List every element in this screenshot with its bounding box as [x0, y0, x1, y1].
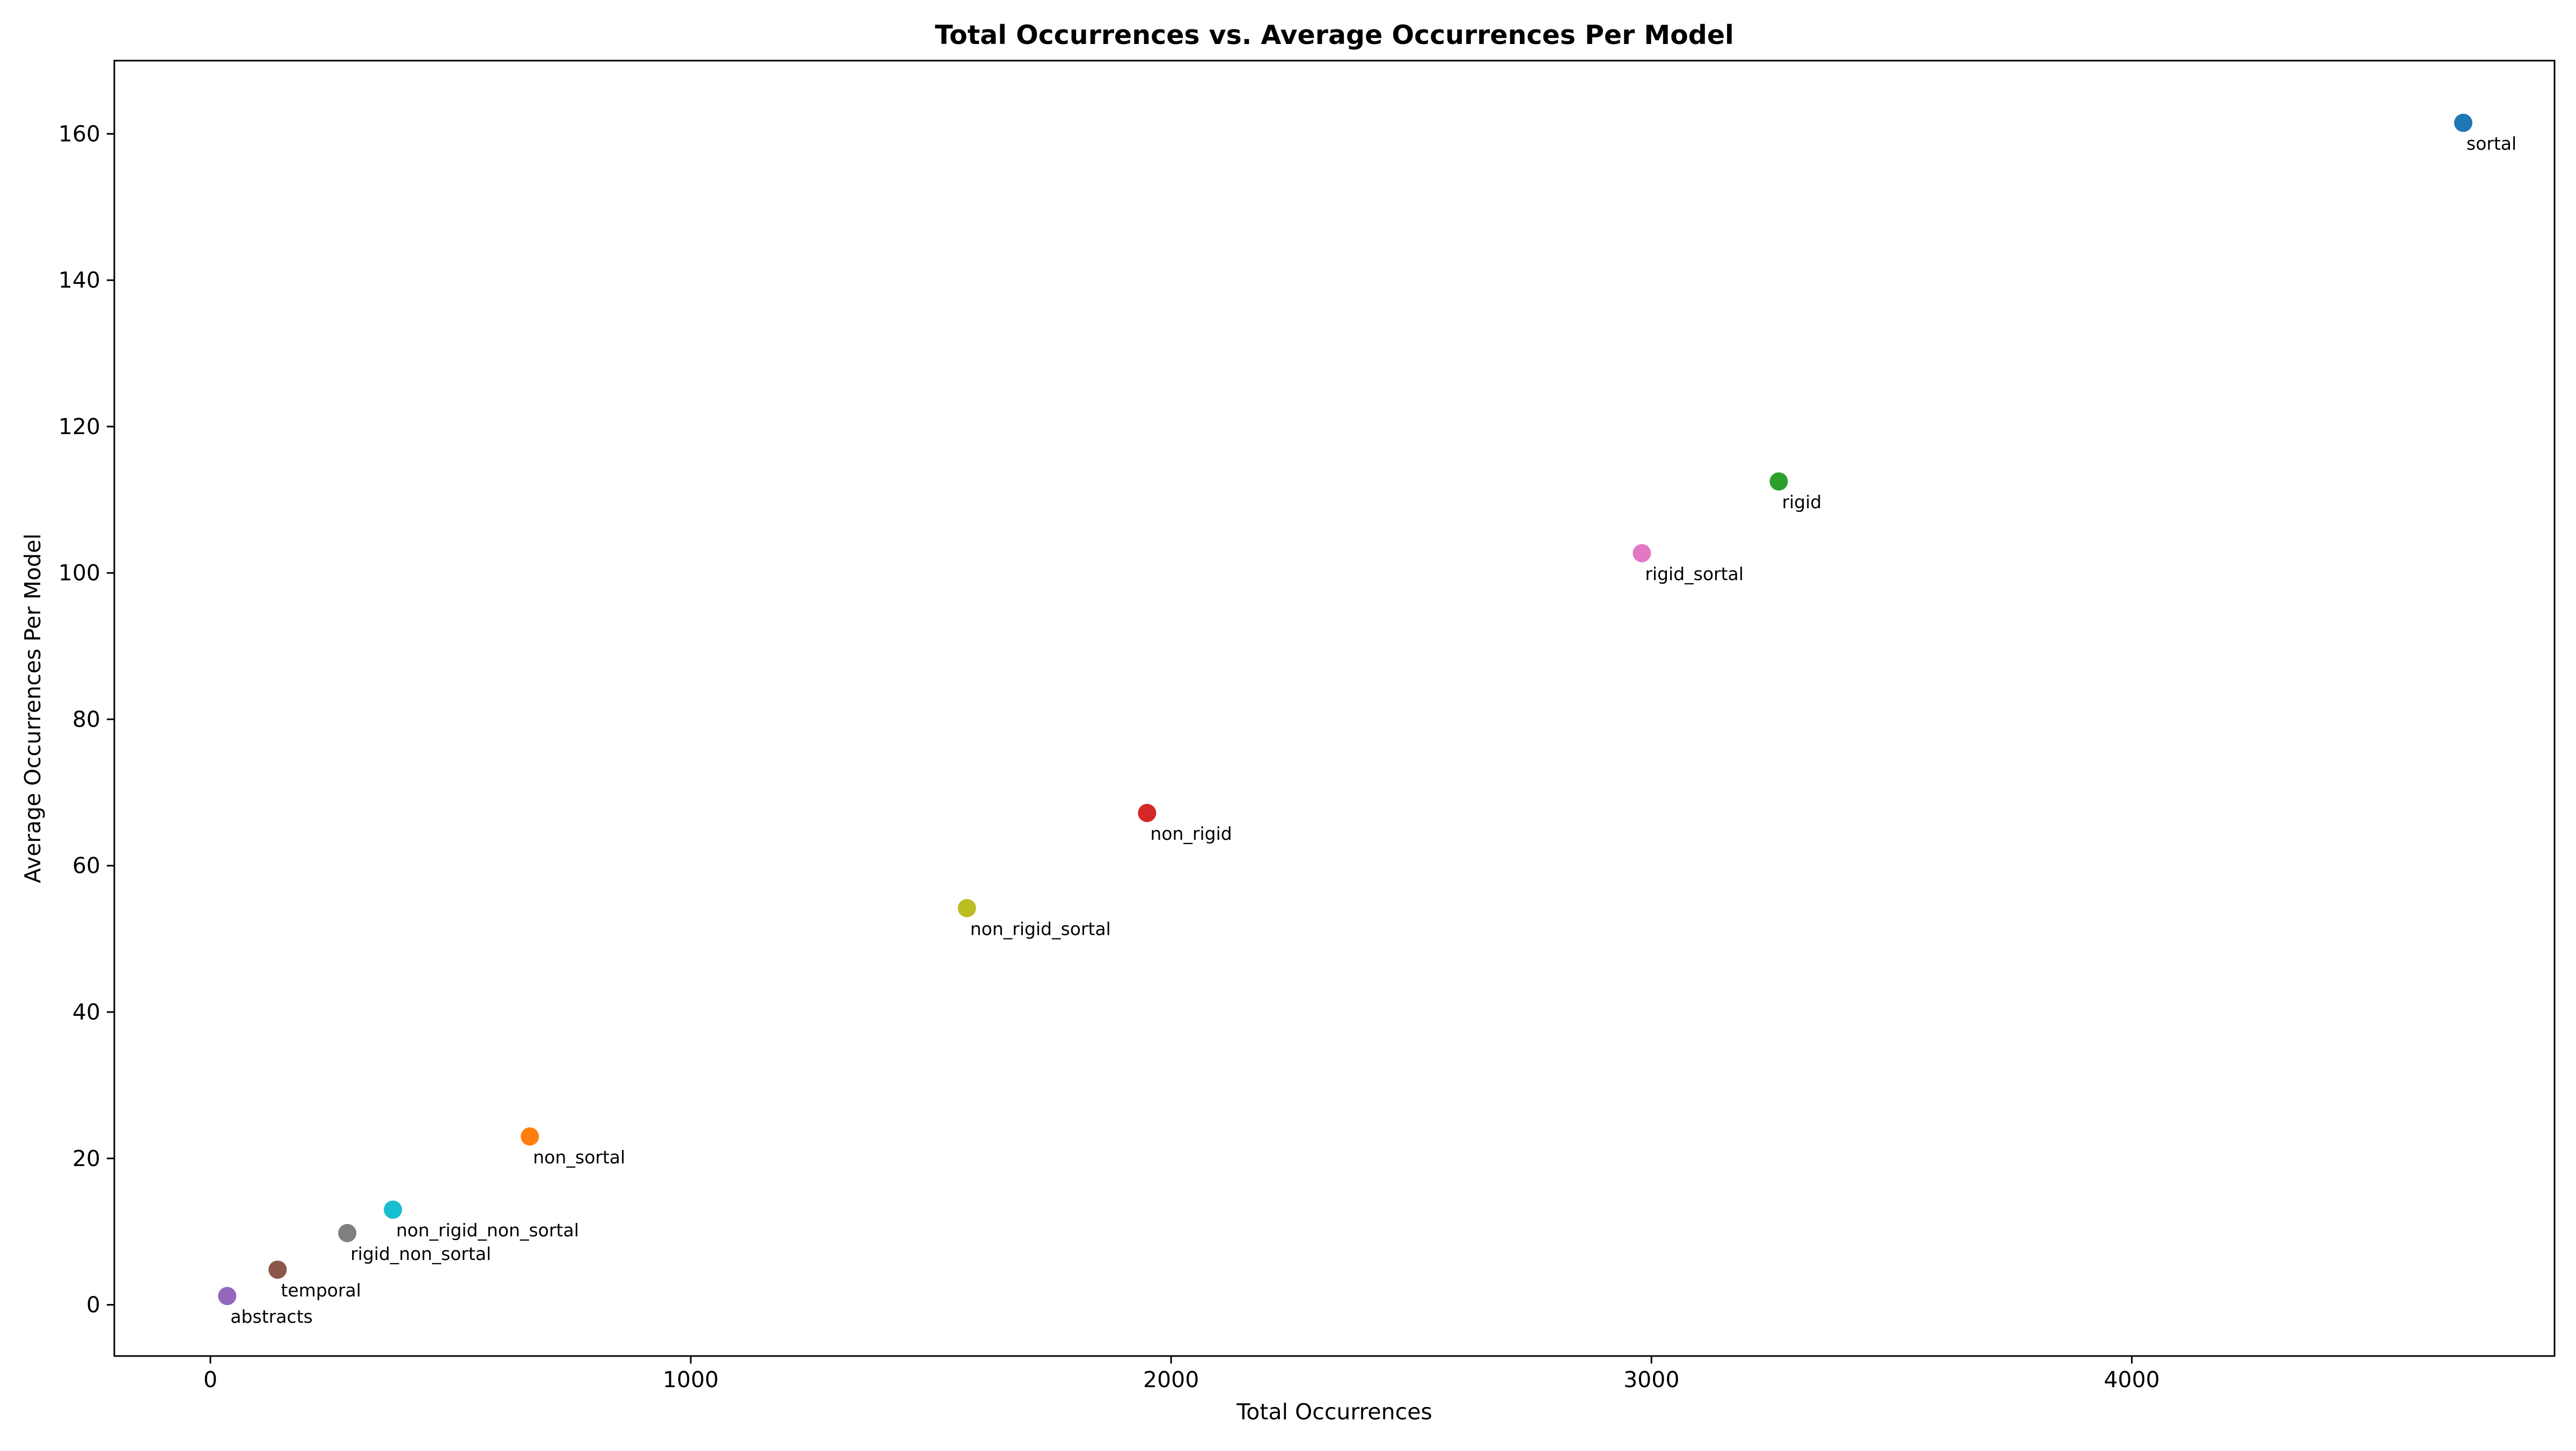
y-axis-label: Average Occurrences Per Model: [20, 533, 46, 883]
scatter-point-non-sortal: [521, 1127, 539, 1146]
y-tick-label: 40: [72, 999, 100, 1025]
point-label-non-rigid-non-sortal: non_rigid_non_sortal: [396, 1220, 579, 1241]
x-axis-label: Total Occurrences: [1236, 1399, 1432, 1425]
y-tick-label: 60: [72, 853, 100, 878]
scatter-point-rigid-non-sortal: [338, 1223, 357, 1242]
point-label-rigid-sortal: rigid_sortal: [1645, 563, 1744, 584]
x-tick-label: 0: [203, 1367, 217, 1393]
plot-area-frame: [113, 60, 2556, 1357]
scatter-point-sortal: [2454, 113, 2472, 132]
y-axis: 0 20 40 60 80 100 120 140 160: [58, 121, 114, 1318]
x-axis: 0 1000 2000 3000 4000: [203, 1356, 2160, 1393]
point-label-temporal: temporal: [281, 1280, 361, 1301]
chart-title: Total Occurrences vs. Average Occurrence…: [935, 20, 1734, 50]
point-label-non-rigid-sortal: non_rigid_sortal: [970, 918, 1111, 939]
point-label-rigid-non-sortal: rigid_non_sortal: [350, 1243, 491, 1264]
point-label-non-rigid: non_rigid: [1150, 823, 1232, 844]
point-label-sortal: sortal: [2467, 133, 2516, 154]
scatter-point-non-rigid-non-sortal: [384, 1200, 402, 1219]
x-tick-label: 1000: [663, 1367, 719, 1393]
y-tick-label: 0: [86, 1292, 100, 1318]
point-label-abstracts: abstracts: [230, 1306, 312, 1327]
y-tick-label: 160: [58, 121, 100, 146]
x-tick-label: 2000: [1143, 1367, 1199, 1393]
point-label-non-sortal: non_sortal: [533, 1147, 625, 1168]
scatter-point-temporal: [268, 1261, 287, 1279]
y-tick-label: 140: [58, 267, 100, 293]
scatter-point-non-rigid: [1138, 804, 1157, 823]
scatter-point-rigid: [1769, 472, 1788, 491]
scatter-point-non-rigid-sortal: [957, 899, 976, 918]
x-tick-label: 4000: [2104, 1367, 2160, 1393]
y-tick-label: 20: [72, 1146, 100, 1171]
data-points: sortal non_sortal rigid non_rigid abstracts t…: [218, 113, 2516, 1327]
scatter-point-rigid-sortal: [1633, 544, 1651, 562]
y-tick-label: 120: [58, 414, 100, 439]
scatter-point-abstracts: [218, 1287, 237, 1306]
y-tick-label: 80: [72, 706, 100, 732]
y-tick-label: 100: [58, 560, 100, 586]
x-tick-label: 3000: [1623, 1367, 1679, 1393]
point-label-rigid: rigid: [1782, 492, 1821, 512]
